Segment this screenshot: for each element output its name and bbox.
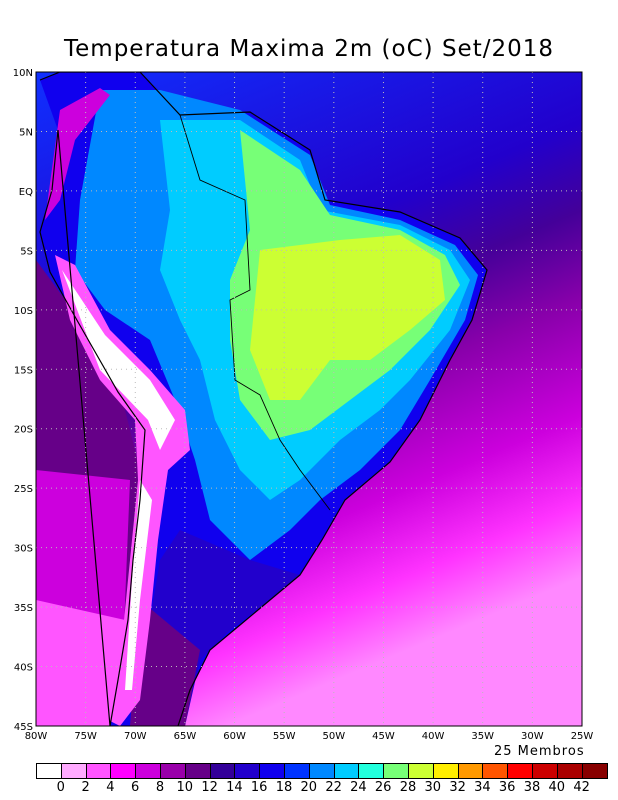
- colorbar-swatch: [284, 764, 310, 778]
- colorbar-swatch: [483, 764, 509, 778]
- lat-label: EQ: [19, 187, 33, 198]
- colorbar-swatch: [334, 764, 360, 778]
- colorbar-label: 12: [201, 780, 218, 795]
- lon-label: 65W: [174, 731, 197, 740]
- colorbar-label: 14: [226, 780, 243, 795]
- pacific-far-south: [36, 600, 125, 726]
- lon-label: 55W: [273, 731, 296, 740]
- colorbar-swatch: [582, 764, 608, 778]
- colorbar-label: 26: [374, 780, 392, 795]
- colorbar-swatch: [433, 764, 459, 778]
- lon-label: 25W: [571, 731, 594, 740]
- lat-label: 40S: [14, 663, 33, 674]
- land-hot: [250, 235, 445, 400]
- colorbar-label: 16: [250, 780, 268, 795]
- colorbar-swatch: [508, 764, 533, 778]
- lat-label: 5N: [19, 127, 33, 138]
- lat-label: 30S: [14, 544, 33, 555]
- andes: [55, 255, 190, 726]
- colorbar-swatch: [532, 764, 558, 778]
- colorbar-label: 22: [325, 780, 342, 795]
- colorbar-swatch: [185, 764, 211, 778]
- colorbar-label: 2: [81, 780, 90, 795]
- lon-label: 30W: [521, 731, 544, 740]
- colorbar-swatch: [408, 764, 434, 778]
- colorbar-swatch: [61, 764, 87, 778]
- lon-label: 75W: [74, 731, 97, 740]
- colorbar-label: 40: [548, 780, 566, 795]
- coastline: [39, 72, 488, 726]
- colorbar-label: 20: [300, 780, 318, 795]
- colorbar-label: 8: [155, 780, 165, 795]
- lat-label: 25S: [14, 484, 33, 495]
- lon-label: 70W: [124, 731, 147, 740]
- colorbar-label: 42: [573, 780, 590, 795]
- colorbar-label: 18: [275, 780, 293, 795]
- colorbar-label: 32: [449, 780, 466, 795]
- lat-label: 10S: [14, 306, 33, 317]
- colorbar: [36, 763, 609, 779]
- lat-label: 10N: [13, 68, 33, 79]
- colorbar-swatch: [458, 764, 484, 778]
- lat-label: 20S: [14, 425, 33, 436]
- brazil-border: [179, 114, 331, 511]
- colorbar-swatch: [37, 764, 62, 778]
- colorbar-swatch: [384, 764, 409, 778]
- lon-label: 80W: [25, 731, 48, 740]
- andes-north: [45, 88, 110, 220]
- lon-label: 35W: [471, 731, 494, 740]
- colorbar-swatch: [260, 764, 285, 778]
- colorbar-swatch: [136, 764, 161, 778]
- map-title: Temperatura Maxima 2m (oC) Set/2018: [64, 36, 554, 62]
- lat-label: 45S: [14, 722, 33, 733]
- colorbar-swatch: [160, 764, 186, 778]
- colorbar-label: 38: [523, 780, 541, 795]
- temperature-map: 80W 10N 75W 5N 70W EQ 65W 5S 60W 10S 55W 15S 50W 20S 4…: [13, 68, 594, 740]
- colorbar-swatch: [557, 764, 583, 778]
- lat-label: 5S: [20, 246, 33, 257]
- colorbar-label: 24: [350, 780, 367, 795]
- map-frame: [35, 71, 583, 727]
- colorbar-label: 10: [176, 780, 194, 795]
- colorbar-label: 0: [56, 780, 65, 795]
- lon-label: 60W: [223, 731, 246, 740]
- colorbar-label: 36: [498, 780, 516, 795]
- lon-label: 40W: [422, 731, 445, 740]
- lat-label: 15S: [14, 365, 33, 376]
- lat-label: 35S: [14, 603, 33, 614]
- colorbar-label: 6: [131, 780, 140, 795]
- colorbar-swatch: [309, 764, 335, 778]
- colorbar-swatch: [111, 764, 137, 778]
- axis-labels: 80W 10N 75W 5N 70W EQ 65W 5S 60W 10S 55W 15S 50W 20S 4…: [13, 68, 594, 740]
- colorbar-swatch: [210, 764, 236, 778]
- colorbar-swatch: [86, 764, 112, 778]
- colorbar-swatch: [235, 764, 261, 778]
- colorbar-swatch: [359, 764, 385, 778]
- grid-lines: [36, 72, 582, 726]
- lon-label: 50W: [323, 731, 346, 740]
- lon-label: 45W: [372, 731, 395, 740]
- colorbar-label: 30: [424, 780, 442, 795]
- andes-peaks: [62, 270, 175, 690]
- colorbar-label: 34: [474, 780, 491, 795]
- members-label: 25 Membros: [494, 744, 585, 759]
- colorbar-label: 28: [399, 780, 417, 795]
- colorbar-label: 4: [106, 780, 115, 795]
